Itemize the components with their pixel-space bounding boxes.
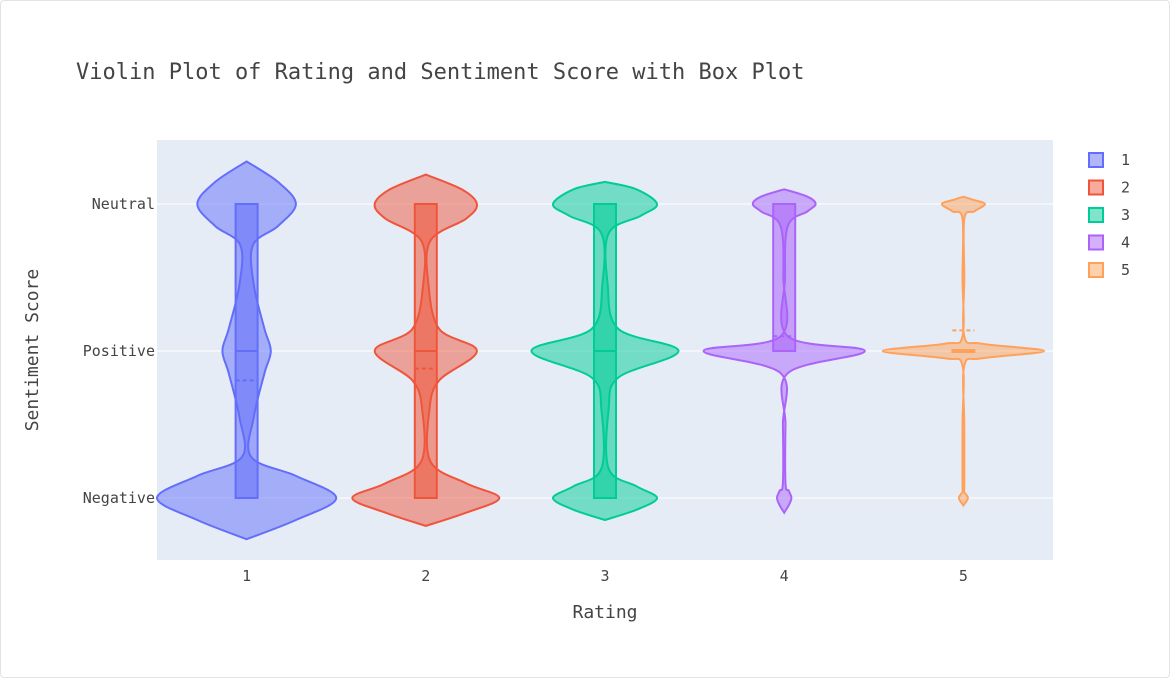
legend-label-3: 3 [1121, 206, 1130, 224]
legend-label-4: 4 [1121, 234, 1130, 252]
x-tick-labels: 1 2 3 4 5 [242, 567, 968, 585]
legend-label-5: 5 [1121, 261, 1130, 279]
x-tick-2: 2 [421, 567, 430, 585]
x-tick-3: 3 [600, 567, 609, 585]
x-tick-1: 1 [242, 567, 251, 585]
violins [155, 160, 1046, 541]
legend-item-5[interactable]: 5 [1088, 261, 1130, 279]
violin-group-2 [351, 173, 501, 527]
x-tick-4: 4 [780, 567, 789, 585]
violin-group-4 [702, 188, 866, 515]
y-tick-neutral: Neutral [92, 195, 155, 213]
chart-title: Violin Plot of Rating and Sentiment Scor… [76, 60, 804, 85]
legend[interactable]: 1 2 3 4 5 [1088, 151, 1130, 279]
legend-label-1: 1 [1121, 151, 1130, 169]
y-axis-label: Sentiment Score [22, 269, 43, 432]
y-tick-positive: Positive [83, 342, 155, 360]
legend-label-2: 2 [1121, 179, 1130, 197]
legend-swatch-5 [1088, 262, 1104, 278]
x-tick-5: 5 [959, 567, 968, 585]
y-tick-negative: Negative [83, 489, 155, 507]
violin-group-3 [530, 180, 680, 522]
legend-item-1[interactable]: 1 [1088, 151, 1130, 169]
legend-swatch-2 [1088, 179, 1104, 196]
legend-item-2[interactable]: 2 [1088, 179, 1130, 197]
y-tick-labels: Negative Positive Neutral [83, 195, 155, 507]
legend-swatch-1 [1088, 152, 1104, 168]
box-4 [772, 203, 797, 352]
legend-swatch-3 [1088, 207, 1104, 223]
violin-group-1 [155, 160, 338, 541]
legend-item-3[interactable]: 3 [1088, 206, 1130, 224]
x-axis-label: Rating [572, 602, 637, 623]
legend-item-4[interactable]: 4 [1088, 234, 1130, 252]
legend-swatch-4 [1088, 234, 1104, 251]
violin-group-5 [881, 195, 1046, 508]
